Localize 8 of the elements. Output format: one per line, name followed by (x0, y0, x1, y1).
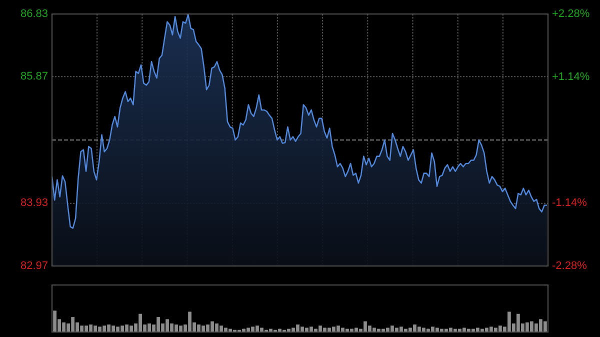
y2-tick-label: +1.14% (552, 70, 590, 83)
y-tick-label: 85.87 (20, 70, 48, 83)
y-tick-label: 83.93 (20, 197, 48, 210)
y2-tick-label: -2.28% (552, 260, 588, 272)
y-tick-label: 82.97 (20, 260, 48, 272)
y-tick-label: 86.83 (20, 8, 48, 20)
y2-tick-label: +2.28% (552, 8, 590, 20)
y2-tick-label: -1.14% (552, 196, 588, 209)
